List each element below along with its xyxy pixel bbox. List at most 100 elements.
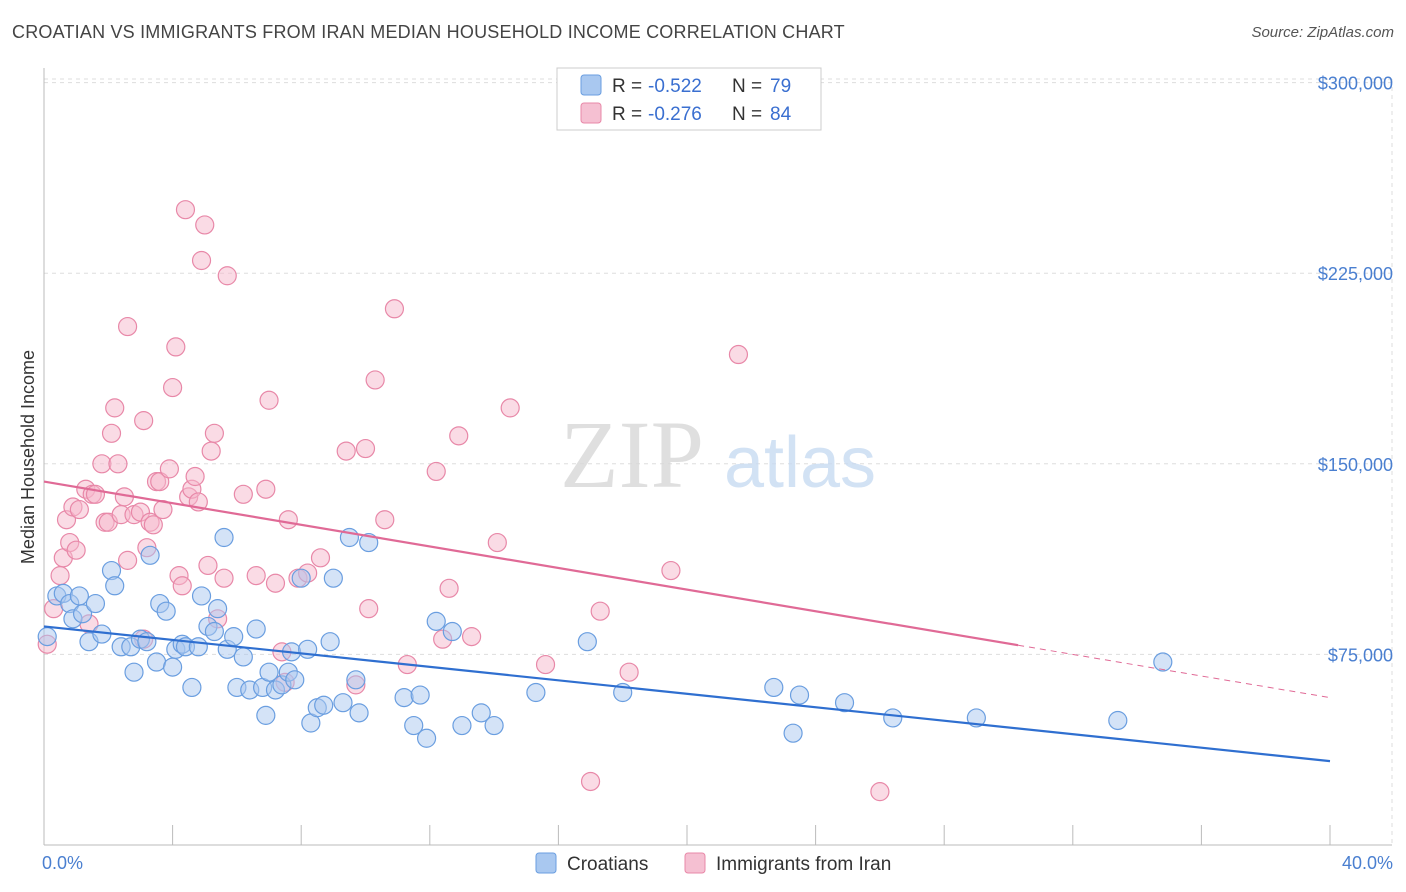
point-iran xyxy=(246,566,266,586)
watermark-atlas: atlas xyxy=(724,423,876,503)
point-croatians xyxy=(146,652,167,672)
point-iran xyxy=(201,441,221,461)
point-iran xyxy=(50,566,70,586)
point-croatians xyxy=(394,688,414,708)
point-iran xyxy=(134,411,154,431)
legend-n-value: 79 xyxy=(770,76,791,97)
point-croatians xyxy=(259,662,279,682)
point-croatians xyxy=(140,545,160,565)
point-iran xyxy=(185,466,205,487)
point-iran xyxy=(143,515,163,535)
legend-r-value: -0.522 xyxy=(648,76,702,97)
point-croatians xyxy=(526,682,546,703)
point-croatians xyxy=(346,670,366,690)
point-croatians xyxy=(1108,710,1128,731)
point-croatians xyxy=(188,637,208,657)
point-croatians xyxy=(204,621,224,642)
point-croatians xyxy=(416,728,437,748)
point-iran xyxy=(159,459,179,479)
point-iran xyxy=(580,771,601,792)
point-croatians xyxy=(191,586,212,606)
point-iran xyxy=(108,454,128,474)
trend-line xyxy=(43,480,1019,647)
point-croatians xyxy=(124,662,144,682)
point-iran xyxy=(375,510,395,530)
point-iran xyxy=(101,423,122,443)
point-croatians xyxy=(182,677,202,698)
point-iran xyxy=(259,390,279,410)
point-iran xyxy=(500,398,520,418)
point-iran xyxy=(233,484,253,504)
point-croatians xyxy=(246,619,266,639)
x-tick-labels: 0.0% 40.0% xyxy=(42,853,1393,873)
legend-n-label: N = xyxy=(732,76,762,97)
point-iran xyxy=(426,461,446,482)
point-iran xyxy=(217,266,237,286)
point-croatians xyxy=(285,670,305,690)
point-croatians xyxy=(834,693,855,713)
trend-lines xyxy=(43,480,1331,763)
trend-line-extension xyxy=(1018,644,1331,699)
point-iran xyxy=(166,337,186,357)
point-iran xyxy=(590,601,610,621)
point-croatians xyxy=(349,703,369,723)
point-croatians xyxy=(410,685,430,705)
point-iran xyxy=(191,250,212,271)
y-tick-label: $75,000 xyxy=(1328,645,1393,665)
point-iran xyxy=(163,377,183,398)
point-croatians xyxy=(1153,652,1173,672)
watermark-zip: ZIP xyxy=(560,401,704,508)
point-iran xyxy=(278,510,298,530)
point-croatians xyxy=(333,693,353,713)
point-croatians xyxy=(883,708,903,728)
point-iran xyxy=(198,555,218,576)
point-croatians xyxy=(783,723,803,743)
bottom-legend-croatians: Croatians xyxy=(567,854,648,875)
point-croatians xyxy=(577,632,597,652)
series-legend: Croatians Immigrants from Iran xyxy=(535,852,891,875)
correlation-legend: R = -0.522 N = 79 R = -0.276 N = 84 xyxy=(556,67,822,131)
point-croatians xyxy=(323,568,343,588)
point-croatians xyxy=(72,604,93,624)
point-iran xyxy=(449,426,469,446)
y-tick-label: $225,000 xyxy=(1318,264,1393,284)
y-tick-label: $300,000 xyxy=(1318,74,1393,94)
chart-title: CROATIAN VS IMMIGRANTS FROM IRAN MEDIAN … xyxy=(12,22,845,42)
point-iran xyxy=(661,560,681,581)
point-croatians xyxy=(291,568,311,588)
point-iran xyxy=(256,479,276,499)
trend-line xyxy=(43,625,1331,763)
point-croatians xyxy=(320,632,340,652)
point-croatians xyxy=(442,621,462,642)
point-iran xyxy=(355,438,376,459)
point-iran xyxy=(487,532,507,553)
point-iran xyxy=(359,599,379,619)
point-iran xyxy=(870,782,890,802)
point-croatians xyxy=(37,627,57,647)
legend-r-label: R = xyxy=(612,104,642,125)
point-iran xyxy=(195,215,215,235)
legend-swatch-iran xyxy=(580,102,602,124)
y-axis-title: Median Household Income xyxy=(18,350,38,564)
point-croatians xyxy=(156,601,176,621)
point-iran xyxy=(535,654,556,675)
point-croatians xyxy=(966,708,986,728)
axes xyxy=(43,68,1392,846)
point-iran xyxy=(439,578,459,598)
point-croatians xyxy=(233,647,253,667)
point-croatians xyxy=(85,593,106,614)
point-iran xyxy=(619,662,639,682)
point-croatians xyxy=(256,705,276,725)
legend-swatch-croatians xyxy=(580,74,602,96)
y-tick-label: $150,000 xyxy=(1318,455,1393,475)
legend-r-value: -0.276 xyxy=(648,104,702,125)
point-croatians xyxy=(764,677,784,698)
watermark: ZIP atlas xyxy=(560,401,876,508)
point-croatians xyxy=(214,527,234,548)
point-croatians xyxy=(471,703,491,723)
point-iran xyxy=(92,454,112,474)
point-croatians xyxy=(163,657,183,677)
point-croatians xyxy=(105,576,125,596)
point-iran xyxy=(175,200,196,220)
legend-n-label: N = xyxy=(732,104,762,125)
